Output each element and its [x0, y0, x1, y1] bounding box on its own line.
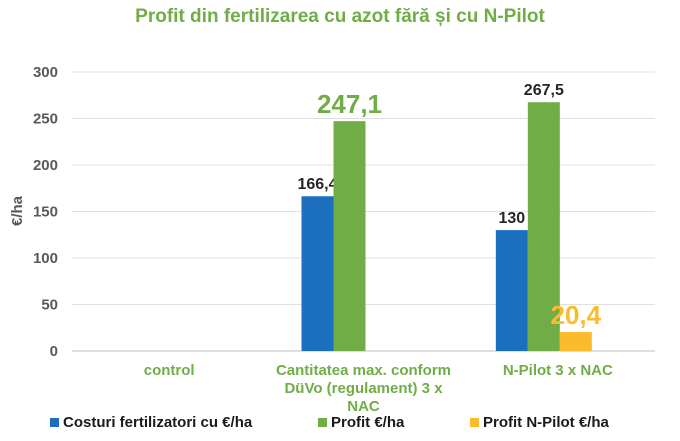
legend-item-costuri: Costuri fertilizatori cu €/ha	[50, 414, 252, 431]
x-tick-label: control	[144, 362, 195, 379]
x-tick-label: Cantitatea max. conform	[276, 362, 451, 379]
chart-title: Profit din fertilizarea cu azot fără și …	[135, 6, 545, 27]
legend-swatch-blue	[50, 418, 59, 427]
bar-1-1	[333, 121, 366, 352]
y-tick-label: 100	[33, 250, 58, 267]
legend-swatch-yellow	[470, 418, 479, 427]
x-tick-label: DüVo (regulament) 3 x	[284, 380, 443, 397]
data-label: 130	[498, 210, 525, 227]
y-axis-label: €/ha	[9, 195, 26, 226]
legend: Costuri fertilizatori cu €/ha Profit €/h…	[0, 414, 680, 436]
legend-label: Profit N-Pilot €/ha	[483, 414, 609, 431]
legend-swatch-green	[318, 418, 327, 427]
bar-2-2	[559, 332, 592, 351]
x-tick-label: NAC	[347, 398, 380, 415]
y-tick-label: 250	[33, 111, 58, 128]
legend-item-profit-npilot: Profit N-Pilot €/ha	[470, 414, 609, 431]
data-label: 20,4	[551, 300, 602, 330]
bar-0-1	[301, 196, 334, 351]
data-label: 267,5	[524, 82, 564, 99]
data-label: 166,4	[297, 176, 337, 193]
legend-item-profit: Profit €/ha	[318, 414, 404, 431]
legend-label: Profit €/ha	[331, 414, 405, 431]
y-tick-label: 300	[33, 64, 58, 81]
legend-label: Costuri fertilizatori cu €/ha	[63, 414, 253, 431]
bar-1-2	[527, 102, 560, 351]
y-tick-label: 50	[41, 297, 58, 314]
x-tick-label: N-Pilot 3 x NAC	[503, 362, 613, 379]
y-tick-label: 150	[33, 204, 58, 221]
y-tick-label: 0	[50, 343, 58, 360]
data-label: 247,1	[317, 89, 382, 119]
bar-0-2	[495, 230, 528, 351]
y-tick-label: 200	[33, 157, 58, 174]
